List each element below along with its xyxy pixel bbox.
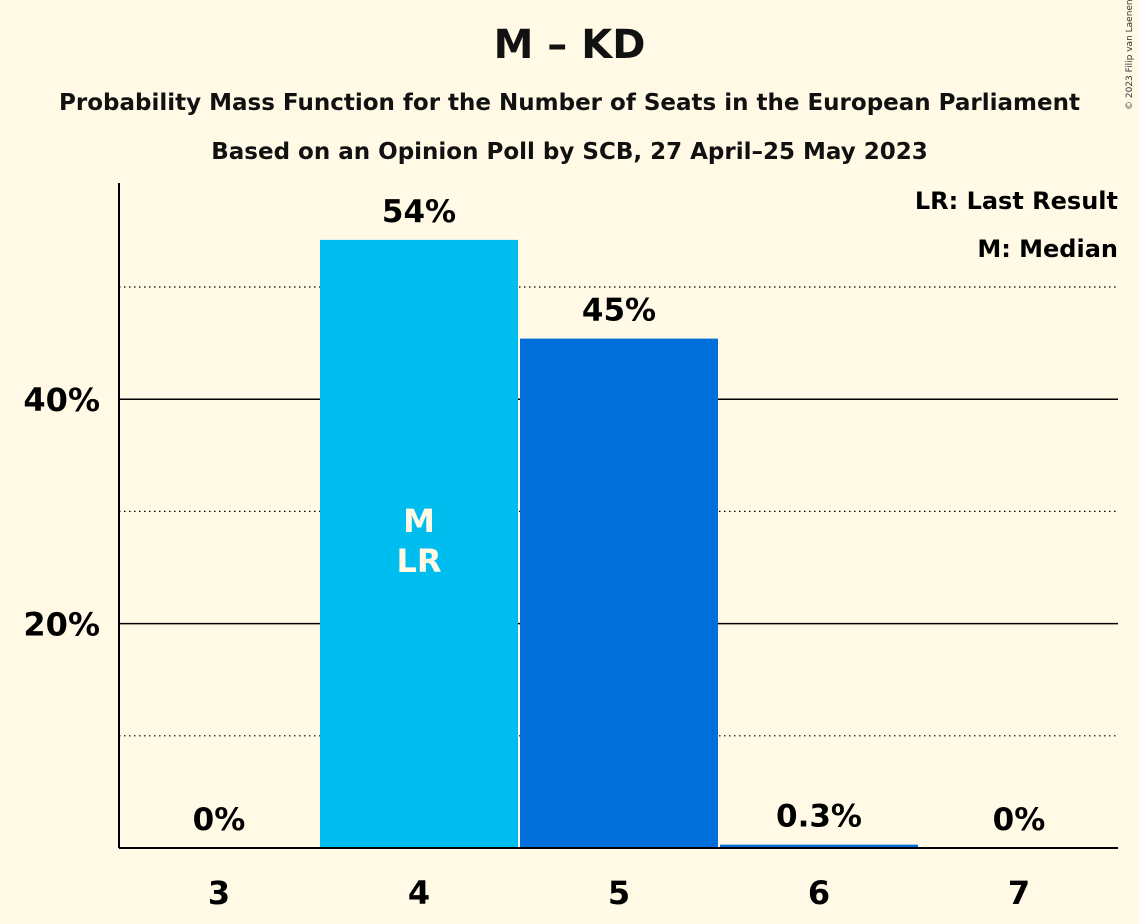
y-tick-label: 40% [23, 381, 100, 419]
x-tick-label: 3 [208, 874, 230, 912]
bar-seats-5 [520, 338, 718, 848]
value-label: 45% [582, 293, 656, 329]
axes [118, 183, 1118, 849]
chart-source-line: Based on an Opinion Poll by SCB, 27 Apri… [211, 139, 928, 165]
value-label: 0% [193, 802, 246, 838]
chart-subtitle: Probability Mass Function for the Number… [59, 90, 1080, 116]
bar-seats-4 [320, 239, 518, 849]
bars [320, 239, 918, 849]
chart-title: M – KD [493, 22, 646, 68]
x-tick-label: 7 [1008, 874, 1030, 912]
y-tick-label: 20% [23, 606, 100, 644]
x-tick-label: 6 [808, 874, 830, 912]
x-tick-label: 5 [608, 874, 630, 912]
value-label: 54% [382, 194, 456, 230]
in-bar-label: M [403, 502, 435, 540]
legend-median: M: Median [977, 235, 1118, 263]
legend-last-result: LR: Last Result [915, 187, 1118, 215]
in-bar-label: LR [396, 542, 441, 580]
labels: 20% 40% 0% 3 54% 4 MLR 45% 5 0.3% 6 0% 7 [23, 194, 1045, 912]
value-label: 0.3% [776, 799, 862, 835]
value-label: 0% [993, 802, 1046, 838]
x-tick-label: 4 [408, 874, 430, 912]
bar-seats-6 [720, 844, 918, 848]
